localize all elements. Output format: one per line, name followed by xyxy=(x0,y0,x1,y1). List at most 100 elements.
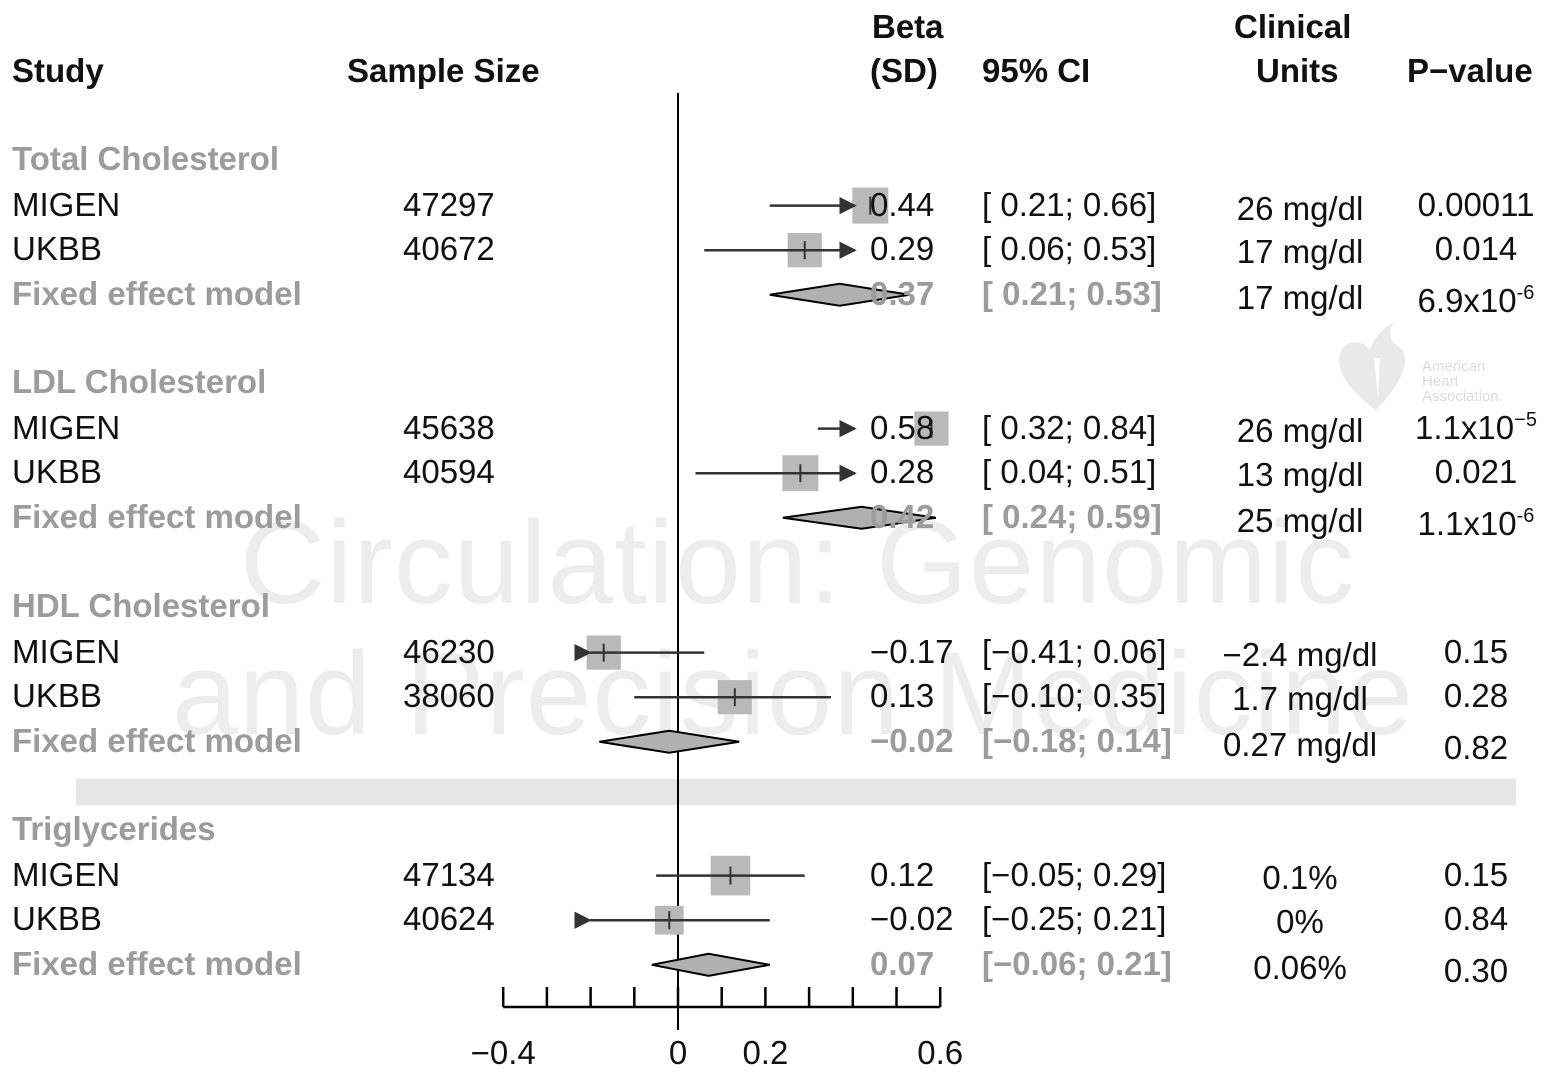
sample-size-3-1: 40624 xyxy=(403,900,495,938)
pvalue-0-0: 0.00011 xyxy=(1417,185,1535,223)
beta-3-0: 0.12 xyxy=(870,855,935,893)
header-pvalue: P−value xyxy=(1407,52,1533,89)
header-beta-line1: Beta xyxy=(872,8,944,45)
fixed-effect-label-2: Fixed effect model xyxy=(12,721,302,759)
heart-torch-icon xyxy=(1339,322,1406,410)
fixed-clinical-0: 17 mg/dl xyxy=(1236,278,1364,316)
pvalue-1-0-exponent: −5 xyxy=(1514,408,1537,431)
fixed-pvalue-0-exponent: -6 xyxy=(1516,281,1535,304)
fixed-ci-2: [−0.18; 0.14] xyxy=(982,721,1172,759)
fixed-pvalue-1: 1.1x10-6 xyxy=(1418,505,1535,543)
ci-0-1: [ 0.06; 0.53] xyxy=(982,230,1157,268)
beta-1-1: 0.28 xyxy=(870,453,935,491)
sample-size-2-1: 38060 xyxy=(403,677,495,715)
clinical-3-0: 0.1% xyxy=(1262,858,1338,896)
clinical-3-1: 0% xyxy=(1276,903,1324,941)
beta-0-0: 0.44 xyxy=(870,185,935,223)
sample-size-2-0: 46230 xyxy=(403,632,495,670)
study-name-2-0: MIGEN xyxy=(12,632,121,670)
fixed-beta-0: 0.37 xyxy=(870,274,935,312)
clinical-2-1: 1.7 mg/dl xyxy=(1232,680,1368,718)
fixed-beta-1: 0.42 xyxy=(870,497,935,535)
fixed-effect-diamond-3 xyxy=(651,952,770,977)
fixed-ci-1: [ 0.24; 0.59] xyxy=(982,497,1162,535)
fixed-ci-0: [ 0.21; 0.53] xyxy=(982,274,1162,312)
watermark-line-2: and Precision Medicine xyxy=(172,628,1414,760)
beta-0-1: 0.29 xyxy=(870,230,935,268)
study-name-1-1: UKBB xyxy=(12,453,102,491)
pvalue-1-1: 0.021 xyxy=(1434,453,1518,491)
x-tick-label-2: 0.2 xyxy=(742,1034,789,1071)
clinical-0-1: 17 mg/dl xyxy=(1236,233,1364,271)
pvalue-1-0: 1.1x10−5 xyxy=(1415,409,1537,447)
x-tick-label-1: 0 xyxy=(668,1034,688,1071)
fixed-effect-label-0: Fixed effect model xyxy=(12,274,302,312)
beta-3-1: −0.02 xyxy=(870,900,954,938)
group-title-0: Total Cholesterol xyxy=(12,140,280,177)
fixed-effect-label-3: Fixed effect model xyxy=(12,944,302,982)
x-tick-label-0: −0.4 xyxy=(470,1034,536,1071)
fixed-clinical-1: 25 mg/dl xyxy=(1236,501,1364,539)
clinical-0-0: 26 mg/dl xyxy=(1236,189,1364,227)
section-divider xyxy=(76,779,1516,805)
fixed-pvalue-2: 0.82 xyxy=(1443,728,1509,766)
fixed-pvalue-0-base: 6.9x10 xyxy=(1417,281,1517,319)
study-name-0-0: MIGEN xyxy=(12,185,121,223)
pvalue-0-1: 0.014 xyxy=(1434,230,1518,268)
study-name-0-1: UKBB xyxy=(12,230,102,268)
fixed-ci-3: [−0.06; 0.21] xyxy=(982,944,1172,982)
header-study: Study xyxy=(12,52,104,89)
header-ci: 95% CI xyxy=(982,52,1091,89)
fixed-clinical-2: 0.27 mg/dl xyxy=(1222,725,1378,763)
fixed-effect-diamond-1 xyxy=(782,505,936,530)
fixed-pvalue-0: 6.9x10-6 xyxy=(1418,282,1535,320)
sample-size-1-1: 40594 xyxy=(403,453,495,491)
study-name-1-0: MIGEN xyxy=(12,408,121,446)
clinical-1-0: 26 mg/dl xyxy=(1236,411,1364,449)
sample-size-3-0: 47134 xyxy=(403,855,495,893)
fixed-effect-diamond-2 xyxy=(599,729,740,754)
group-title-1: LDL Cholesterol xyxy=(12,363,267,400)
pvalue-3-1: 0.84 xyxy=(1443,900,1509,938)
group-title-2: HDL Cholesterol xyxy=(12,587,270,624)
clinical-1-1: 13 mg/dl xyxy=(1236,456,1364,494)
beta-1-0: 0.58 xyxy=(870,408,935,446)
ci-3-1: [−0.25; 0.21] xyxy=(982,900,1167,938)
header-beta-line2: (SD) xyxy=(870,52,938,89)
fixed-beta-2: −0.02 xyxy=(870,721,954,759)
fixed-beta-3: 0.07 xyxy=(870,944,935,982)
pvalue-2-1: 0.28 xyxy=(1443,677,1509,715)
header-clinical-line1: Clinical xyxy=(1234,8,1352,45)
study-name-3-0: MIGEN xyxy=(12,855,121,893)
aha-logo-text-2: Heart xyxy=(1422,373,1459,390)
group-title-3: Triglycerides xyxy=(12,810,216,847)
pvalue-2-0: 0.15 xyxy=(1443,632,1509,670)
beta-2-0: −0.17 xyxy=(870,632,954,670)
aha-logo: American Heart Association. xyxy=(1336,318,1516,418)
fixed-effect-diamond-0 xyxy=(769,282,910,307)
fixed-clinical-3: 0.06% xyxy=(1253,948,1347,986)
ci-1-1: [ 0.04; 0.51] xyxy=(982,453,1157,491)
ci-2-0: [−0.41; 0.06] xyxy=(982,632,1167,670)
ci-0-0: [ 0.21; 0.66] xyxy=(982,185,1157,223)
ci-3-0: [−0.05; 0.29] xyxy=(982,855,1167,893)
aha-logo-text-3: Association. xyxy=(1422,388,1503,405)
study-name-2-1: UKBB xyxy=(12,677,102,715)
fixed-pvalue-1-exponent: -6 xyxy=(1516,504,1535,527)
clinical-2-0: −2.4 mg/dl xyxy=(1222,635,1378,673)
ci-2-1: [−0.10; 0.35] xyxy=(982,677,1167,715)
pvalue-3-0: 0.15 xyxy=(1443,855,1509,893)
sample-size-0-0: 47297 xyxy=(403,185,495,223)
beta-2-1: 0.13 xyxy=(870,677,935,715)
fixed-pvalue-3: 0.30 xyxy=(1443,951,1509,989)
sample-size-0-1: 40672 xyxy=(403,230,495,268)
ci-1-0: [ 0.32; 0.84] xyxy=(982,408,1157,446)
fixed-pvalue-1-base: 1.1x10 xyxy=(1417,504,1517,542)
aha-logo-text-1: American xyxy=(1422,358,1486,375)
pvalue-1-0-base: 1.1x10 xyxy=(1415,408,1515,446)
fixed-effect-label-1: Fixed effect model xyxy=(12,497,302,535)
header-clinical-line2: Units xyxy=(1256,52,1339,89)
study-name-3-1: UKBB xyxy=(12,900,102,938)
sample-size-1-0: 45638 xyxy=(403,408,495,446)
